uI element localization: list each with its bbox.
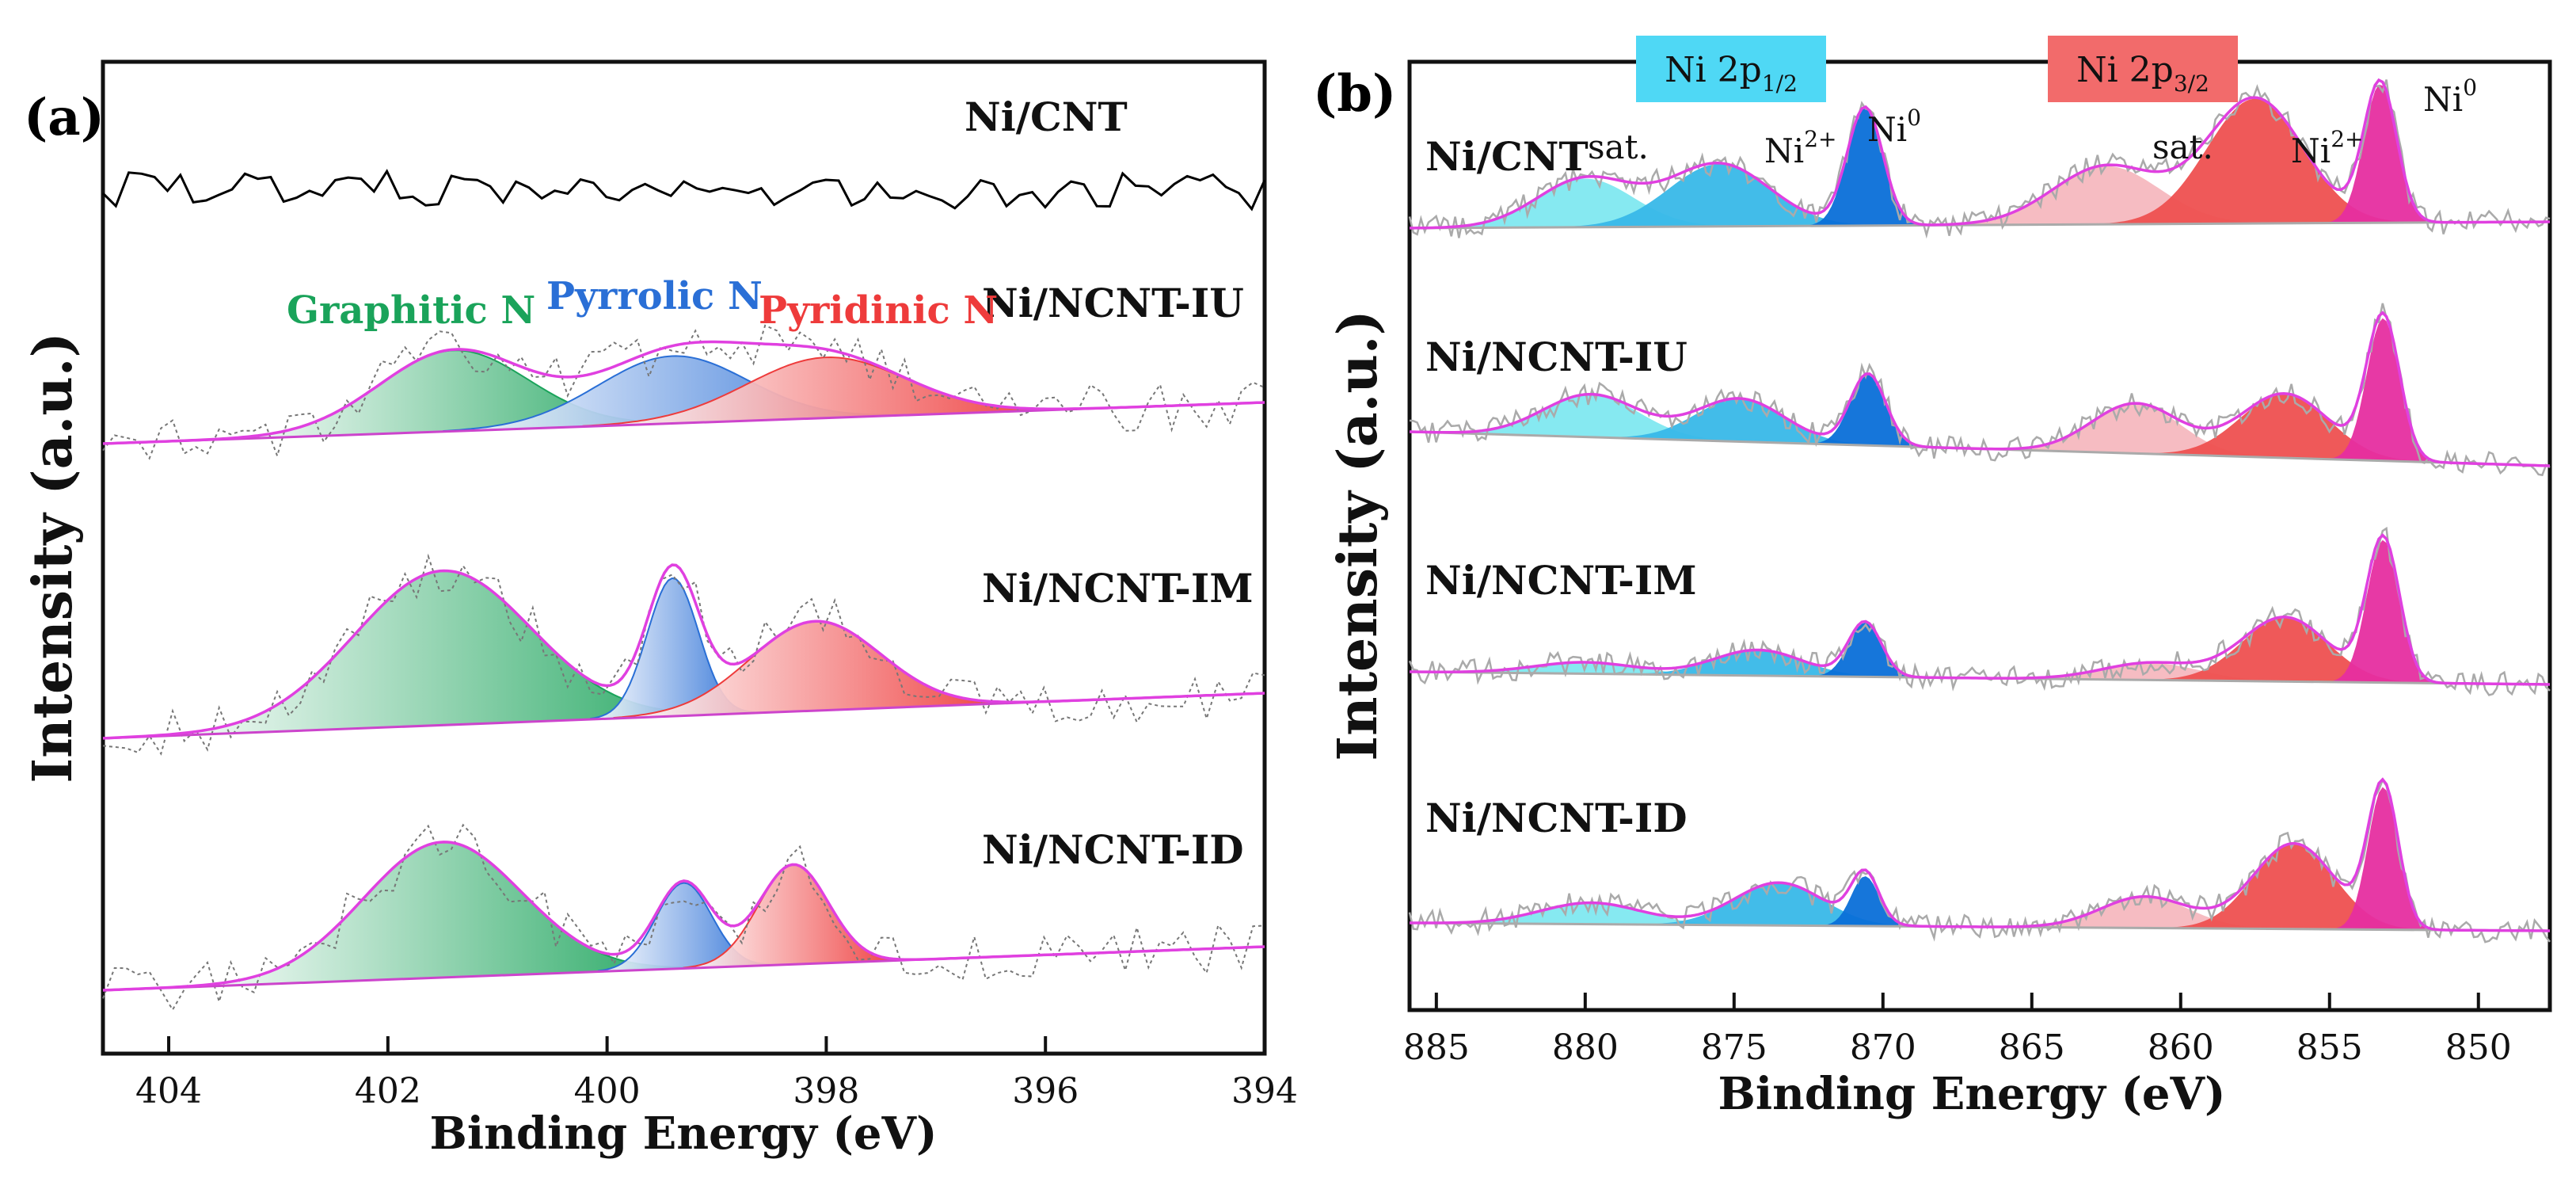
- panel-b-x-ticks: 885 880 875 870 865 860 855 850: [1403, 993, 2512, 1068]
- panel-b: (b) 885 880 875 870 865 860 855 850 Binding Ene…: [1313, 36, 2552, 1120]
- peak-label-sat-2p32: sat.: [2152, 128, 2213, 166]
- panel-a-ni-ncnt-im-spectrum: [102, 553, 1265, 756]
- panel-b-y-axis-title: Intensity (a.u.): [1326, 310, 1390, 761]
- panel-b-sample-ni-cnt: Ni/CNT: [1425, 133, 1589, 180]
- panel-b-ni-ncnt-im-peak-ni0-3-2: [2329, 539, 2436, 684]
- panel-b-ni-ncnt-id-peak-sat-1-2: [1455, 902, 1726, 925]
- panel-a-sample-ni-cnt: Ni/CNT: [965, 93, 1128, 140]
- band-ni-2p32-main: Ni 2p: [2076, 50, 2174, 90]
- panel-a-tick-label-400: 400: [574, 1071, 641, 1111]
- peak-label-ni0-2p12-sup: 0: [1907, 105, 1921, 131]
- panel-a-tick-label-396: 396: [1012, 1071, 1079, 1111]
- panel-a-frame: [101, 59, 1267, 1056]
- panel-a-ni-ncnt-im-raw-line: [102, 553, 1265, 756]
- panel-a-x-ticks: 404 402 400 398 396 394: [135, 1036, 1298, 1111]
- panel-a-ni-ncnt-id-raw-line: [102, 823, 1265, 1012]
- panel-a-y-axis-title: Intensity (a.u.): [21, 332, 85, 783]
- panel-a-sample-ni-ncnt-im: Ni/NCNT-IM: [982, 565, 1254, 612]
- panel-b-label: (b): [1313, 64, 1396, 124]
- panel-a-ni-cnt-raw-line: [101, 169, 1266, 212]
- panel-a-tick-label-402: 402: [355, 1071, 421, 1111]
- panel-b-tick-label-885: 885: [1403, 1027, 1470, 1068]
- panel-a-ni-ncnt-id-fit-envelope: [102, 841, 1265, 992]
- panel-b-ni-ncnt-im-spectrum: [1408, 526, 2551, 696]
- panel-b-ni-cnt-fit-envelope: [1410, 78, 2550, 230]
- panel-b-sample-ni-ncnt-im: Ni/NCNT-IM: [1425, 557, 1697, 604]
- panel-b-ni-cnt-peak-ni2-3-2: [2097, 98, 2414, 225]
- panel-b-ni-ncnt-im-raw-line: [1408, 526, 2551, 696]
- peak-label-pyridinic-n: Pyridinic N: [759, 288, 998, 333]
- panel-b-tick-label-870: 870: [1850, 1027, 1916, 1068]
- panel-b-ni-ncnt-id-peak-ni0-1-2: [1824, 876, 1904, 927]
- panel-b-ni-ncnt-iu-spectrum: [1409, 303, 2551, 477]
- panel-a-ni-ncnt-iu-fit-envelope: [102, 340, 1265, 445]
- panel-b-ni-ncnt-id-raw-line: [1408, 778, 2551, 944]
- panel-b-sample-ni-ncnt-iu: Ni/NCNT-IU: [1425, 334, 1688, 380]
- peak-label-ni0-2p12-main: Ni: [1867, 110, 1907, 149]
- peak-label-ni0-2p32-main: Ni: [2423, 80, 2463, 119]
- panel-a-ni-ncnt-iu-raw-line: [102, 324, 1265, 460]
- panel-b-tick-label-860: 860: [2148, 1027, 2214, 1068]
- panel-a-ni-ncnt-id-spectrum: [102, 823, 1265, 1012]
- panel-b-ni-ncnt-iu-peak-ni0-3-2: [2329, 318, 2436, 463]
- panel-b-ni-cnt-raw-line: [1408, 79, 2551, 239]
- band-ni-2p12-box: [1636, 36, 1826, 102]
- panel-b-ni-ncnt-im-fit-envelope: [1410, 533, 2551, 686]
- panel-a-tick-label-398: 398: [793, 1071, 859, 1111]
- panel-b-tick-label-865: 865: [1999, 1027, 2065, 1068]
- panel-b-plot-area: [1408, 78, 2551, 944]
- peak-label-ni2-2p12-main: Ni: [1764, 132, 1804, 170]
- panel-b-tick-label-875: 875: [1701, 1027, 1767, 1068]
- panel-b-ni-ncnt-iu-peak-ni2-1-2: [1611, 398, 1870, 446]
- peak-label-pyrrolic-n: Pyrrolic N: [546, 274, 763, 318]
- panel-b-ni-ncnt-iu-peak-sat-1-2: [1451, 394, 1729, 441]
- peak-label-ni2-2p32-main: Ni: [2291, 132, 2331, 170]
- panel-a-tick-label-394: 394: [1231, 1071, 1298, 1111]
- peak-label-ni2-2p12-sup: 2+: [1804, 126, 1836, 152]
- peak-label-ni0-2p32: Ni0: [2423, 74, 2477, 119]
- panel-a-ni-cnt-spectrum: [101, 169, 1266, 212]
- band-ni-2p32-label: Ni 2p3/2: [2076, 50, 2209, 97]
- panel-b-tick-label-855: 855: [2296, 1027, 2363, 1068]
- panel-a: (a) 404 402 400 398 396 394 Binding Energy (e…: [21, 59, 1298, 1160]
- panel-b-frame: [1407, 59, 2552, 1012]
- band-ni-2p32-box: [2048, 36, 2238, 102]
- panel-a-x-axis-title: Binding Energy (eV): [430, 1107, 938, 1160]
- panel-a-ni-ncnt-iu-spectrum: [102, 324, 1265, 460]
- panel-a-tick-label-404: 404: [135, 1071, 202, 1111]
- panel-a-label: (a): [24, 88, 105, 147]
- band-ni-2p32-sub: 3/2: [2174, 71, 2209, 97]
- panel-b-tick-label-850: 850: [2445, 1027, 2512, 1068]
- panel-b-ni-ncnt-iu-peak-ni0-1-2: [1816, 374, 1923, 448]
- panel-a-sample-ni-ncnt-iu: Ni/NCNT-IU: [982, 280, 1244, 326]
- panel-b-ni-ncnt-iu-peak-sat-3-2: [2006, 403, 2265, 458]
- panel-b-sample-ni-ncnt-id: Ni/NCNT-ID: [1425, 795, 1688, 841]
- panel-b-ni-ncnt-id-peak-ni0-3-2: [2333, 787, 2433, 930]
- panel-a-plot-area: [101, 169, 1266, 1012]
- panel-a-sample-ni-ncnt-id: Ni/NCNT-ID: [982, 826, 1244, 873]
- band-ni-2p12-main: Ni 2p: [1665, 50, 1762, 90]
- peak-label-sat-2p12: sat.: [1588, 128, 1649, 166]
- panel-b-x-axis-title: Binding Energy (eV): [1718, 1068, 2226, 1120]
- panel-b-tick-label-880: 880: [1552, 1027, 1619, 1068]
- panel-a-ni-ncnt-im-fit-envelope: [102, 563, 1265, 740]
- peak-label-ni2-2p32: Ni2+: [2291, 126, 2363, 170]
- panel-b-ni-ncnt-id-fit-envelope: [1410, 777, 2550, 932]
- panel-b-ni-ncnt-id-spectrum: [1408, 777, 2551, 944]
- panel-b-ni-cnt-peak-ni0-3-2: [2325, 84, 2433, 223]
- peak-label-ni2-2p12: Ni2+: [1764, 126, 1836, 170]
- peak-label-ni0-2p12: Ni0: [1867, 105, 1921, 149]
- panel-b-ni-cnt-spectrum: [1408, 78, 2551, 239]
- panel-b-ni-ncnt-iu-fit-envelope: [1409, 311, 2551, 467]
- band-ni-2p12-sub: 1/2: [1762, 71, 1798, 97]
- panel-b-ni-cnt-baseline: [1409, 220, 2551, 230]
- peak-label-ni0-2p32-sup: 0: [2463, 74, 2477, 101]
- peak-label-ni2-2p32-sup: 2+: [2331, 126, 2363, 152]
- band-ni-2p12-label: Ni 2p1/2: [1665, 50, 1798, 97]
- peak-label-graphitic-n: Graphitic N: [287, 288, 535, 333]
